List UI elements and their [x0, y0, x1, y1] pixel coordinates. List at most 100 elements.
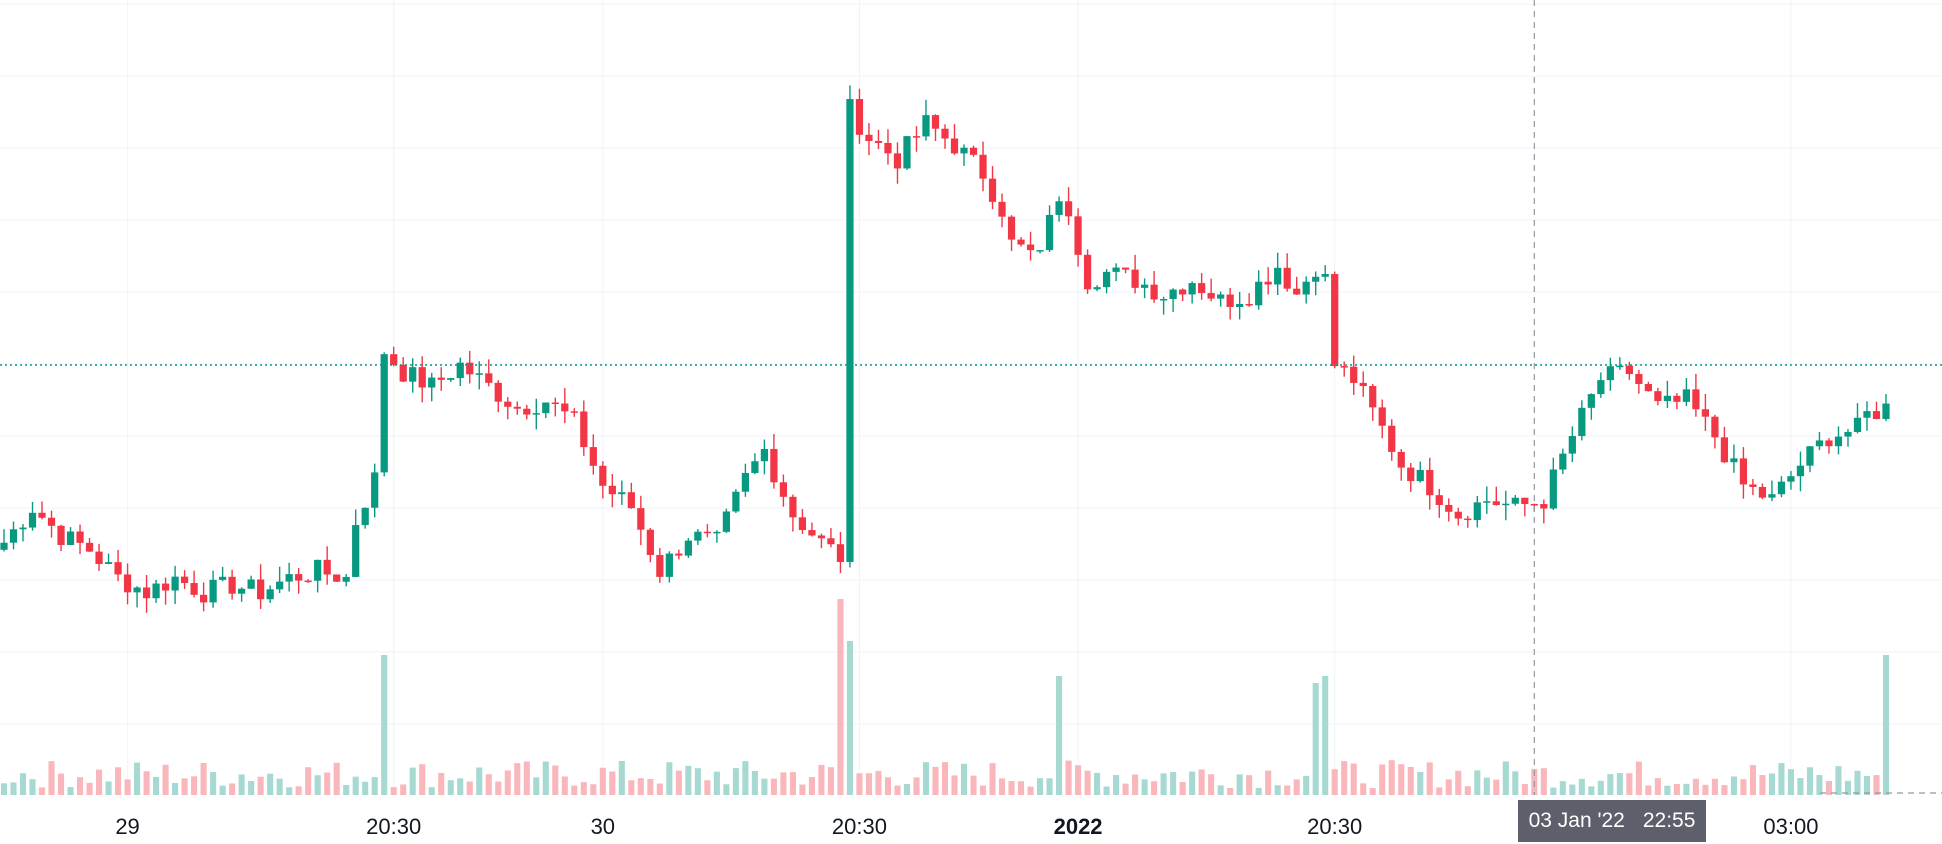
volume-bar	[1474, 770, 1481, 795]
candle-body	[314, 559, 322, 581]
volume-bar	[67, 787, 74, 795]
candle-body	[998, 201, 1006, 217]
volume-bar	[1749, 765, 1756, 795]
volume-bar	[86, 782, 93, 795]
candle-body	[1293, 288, 1301, 295]
candle-body	[931, 115, 940, 129]
volume-bar	[210, 772, 217, 795]
volume-bar	[1702, 784, 1709, 795]
volume-bar	[1540, 768, 1547, 795]
candle-body	[694, 531, 702, 541]
volume-bar	[1246, 775, 1253, 795]
candle-body	[1749, 484, 1757, 487]
volume-bar	[542, 761, 549, 795]
candle-body	[1530, 503, 1538, 506]
grid-lines	[0, 0, 1942, 795]
candle-body	[1112, 267, 1120, 272]
candle-body	[1350, 366, 1358, 383]
volume-bar	[1217, 785, 1224, 795]
candle-body	[1464, 518, 1472, 521]
volume-bar	[580, 782, 587, 795]
candle-body	[798, 517, 807, 531]
volume-bar	[1426, 762, 1433, 795]
volume-bar	[1825, 780, 1833, 795]
candle-body	[637, 508, 645, 530]
candle-body	[1730, 458, 1738, 463]
candle-body	[779, 482, 788, 497]
volume-bar	[466, 781, 473, 795]
volume-bar	[1740, 779, 1747, 795]
candle-body	[199, 594, 208, 603]
candle-body	[219, 576, 227, 580]
volume-bar	[419, 764, 426, 795]
candle-body	[114, 562, 122, 575]
candle-body	[580, 411, 588, 448]
candle-body	[846, 99, 854, 563]
candle-body	[665, 553, 673, 577]
volume-bar	[837, 599, 844, 795]
volume-bar	[637, 778, 644, 795]
volume-bar	[1360, 783, 1367, 795]
volume-bar	[922, 762, 930, 795]
x-tick-label: 30	[591, 814, 615, 839]
candle-body	[979, 154, 987, 179]
overlay-lines	[0, 0, 1942, 795]
volume-bar	[761, 778, 768, 795]
candle-body	[523, 408, 531, 415]
candle-body	[133, 587, 141, 593]
candle-body	[627, 492, 635, 509]
volume-bar	[1236, 774, 1243, 795]
volume-bar	[656, 783, 663, 795]
volume-bar	[1778, 763, 1785, 795]
candle-body	[85, 542, 94, 552]
candle-body	[409, 367, 417, 382]
candle-body	[808, 530, 816, 536]
volume-bar	[248, 780, 255, 795]
volume-bar	[1844, 780, 1852, 795]
volume-bar	[124, 779, 131, 795]
volume-bar	[1626, 773, 1633, 795]
candle-body	[561, 403, 569, 412]
candle-body	[1597, 380, 1605, 395]
volume-bar	[1151, 781, 1158, 795]
volume-bar	[1208, 774, 1215, 795]
volume-bar	[1141, 779, 1148, 795]
volume-bar	[1075, 765, 1082, 795]
volume-bar	[1835, 766, 1842, 795]
candle-body	[893, 153, 902, 169]
candle-body	[1217, 294, 1225, 299]
x-tick-label: 20:30	[1307, 814, 1362, 839]
volume-bar	[457, 778, 464, 795]
candle-body	[371, 472, 379, 508]
candle-body	[1064, 201, 1073, 217]
candle-body	[1416, 469, 1424, 482]
volume-bar	[694, 768, 701, 795]
candle-body	[190, 583, 198, 595]
volume-bar	[0, 783, 8, 795]
volume-bar	[1293, 779, 1300, 795]
candle-body	[1739, 458, 1748, 485]
candle-body	[57, 525, 65, 545]
candle-body	[104, 562, 113, 564]
volume-bar	[485, 774, 492, 795]
volume-bar	[1873, 775, 1880, 795]
candle-body	[9, 529, 18, 543]
candle-body	[285, 574, 293, 582]
candle-body	[751, 461, 759, 473]
volume-bar	[865, 773, 873, 795]
volume-bar	[903, 784, 911, 795]
candle-body	[142, 587, 151, 599]
volume-bar	[1654, 778, 1661, 795]
candle-body	[941, 128, 949, 139]
volume-bar	[1493, 779, 1500, 795]
volume-bar	[609, 771, 616, 795]
candle-body	[865, 134, 873, 141]
volume-bar	[1227, 787, 1234, 795]
candle-body	[1787, 476, 1795, 482]
volume-bar	[495, 781, 502, 795]
volume-bar	[134, 762, 141, 795]
volume-bar	[1759, 775, 1766, 795]
candle-body	[1872, 411, 1881, 420]
